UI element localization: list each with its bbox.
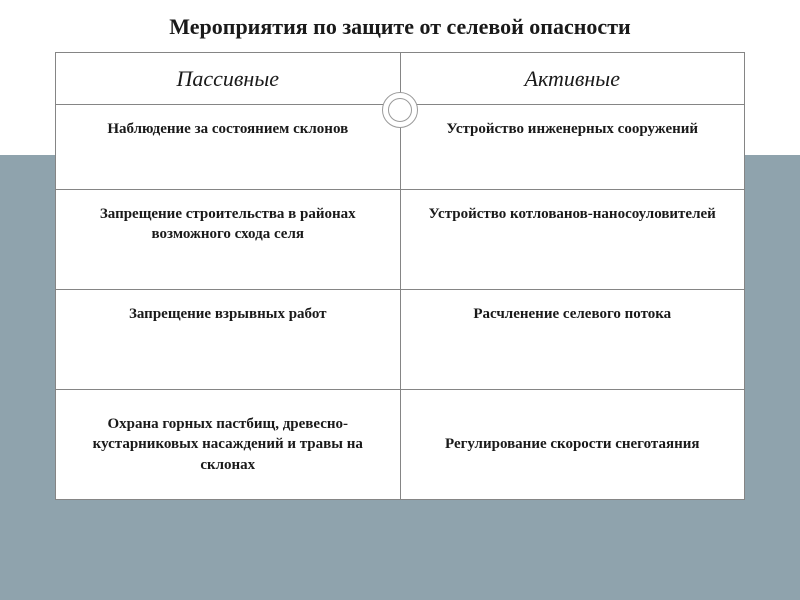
- cell-active: Регулирование скорости снеготаяния: [400, 390, 745, 500]
- cell-active: Устройство инженерных сооружений: [400, 105, 745, 190]
- table-row: Охрана горных пастбищ, древесно-кустарни…: [56, 390, 745, 500]
- header-active: Активные: [400, 53, 745, 105]
- cell-passive: Запрещение взрывных работ: [56, 290, 401, 390]
- table-row: Запрещение строительства в районах возмо…: [56, 190, 745, 290]
- measures-table: Пассивные Активные Наблюдение за состоян…: [55, 52, 745, 500]
- table-row: Запрещение взрывных работ Расчленение се…: [56, 290, 745, 390]
- table-row: Наблюдение за состоянием склонов Устройс…: [56, 105, 745, 190]
- cell-active: Расчленение селевого потока: [400, 290, 745, 390]
- header-passive: Пассивные: [56, 53, 401, 105]
- cell-passive: Охрана горных пастбищ, древесно-кустарни…: [56, 390, 401, 500]
- page-title: Мероприятия по защите от селевой опаснос…: [0, 14, 800, 40]
- cell-passive: Запрещение строительства в районах возмо…: [56, 190, 401, 290]
- cell-passive: Наблюдение за состоянием склонов: [56, 105, 401, 190]
- cell-active: Устройство котлованов-наносоуловителей: [400, 190, 745, 290]
- table-header-row: Пассивные Активные: [56, 53, 745, 105]
